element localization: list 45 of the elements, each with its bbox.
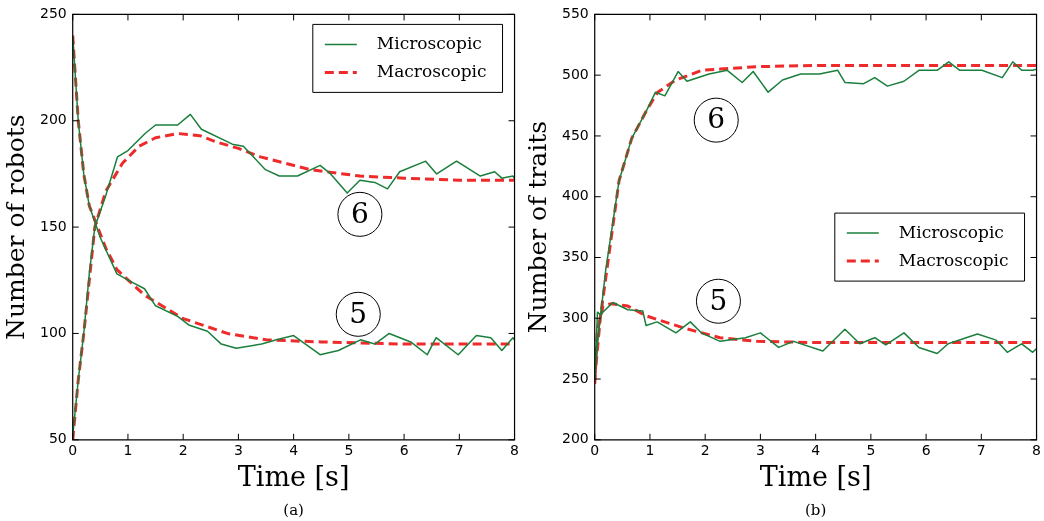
x-tick-label: 3 <box>233 441 243 458</box>
x-tick-label: 6 <box>921 441 931 458</box>
annotation: 6 <box>350 196 369 230</box>
x-tick-label: 8 <box>510 441 520 458</box>
x-tick-label: 8 <box>1032 441 1042 458</box>
x-tick-label: 7 <box>976 441 986 458</box>
text: (b) <box>804 501 827 520</box>
annotation: 6 <box>707 102 726 136</box>
x-tick-label: 0 <box>68 441 78 458</box>
x-tick-label: 7 <box>454 441 464 458</box>
y-tick-label: 450 <box>561 126 589 143</box>
x-tick-label: 6 <box>399 441 409 458</box>
y-axis-title: Number of robots <box>0 114 30 340</box>
x-axis-title: Time [s] <box>237 460 350 492</box>
x-tick-label: 2 <box>700 441 710 458</box>
y-tick-label: 50 <box>48 430 67 447</box>
x-tick-label: 5 <box>344 441 354 458</box>
y-tick-label: 300 <box>561 308 589 325</box>
y-tick-label: 350 <box>561 248 589 265</box>
x-tick-label: 4 <box>811 441 821 458</box>
text: (a) <box>283 501 304 520</box>
legend-label: Microscopic <box>898 221 1004 242</box>
legend-label: Macroscopic <box>376 60 487 81</box>
y-tick-label: 200 <box>561 430 589 447</box>
x-tick-label: 1 <box>123 441 133 458</box>
y-tick-label: 500 <box>561 65 589 82</box>
x-tick-label: 0 <box>590 441 600 458</box>
annotation: 5 <box>709 283 728 317</box>
x-tick-label: 2 <box>178 441 188 458</box>
x-axis-title: Time [s] <box>759 460 872 492</box>
x-tick-label: 4 <box>289 441 299 458</box>
y-tick-label: 100 <box>39 324 67 341</box>
y-axis-title: Number of traits <box>522 120 552 334</box>
legend-label: Microscopic <box>376 32 482 53</box>
x-tick-label: 3 <box>755 441 765 458</box>
legend-label: Macroscopic <box>898 249 1009 270</box>
y-tick-label: 400 <box>561 187 589 204</box>
y-tick-label: 200 <box>39 111 67 128</box>
x-tick-label: 5 <box>866 441 876 458</box>
y-tick-label: 250 <box>561 369 589 386</box>
x-tick-label: 1 <box>645 441 655 458</box>
y-tick-label: 250 <box>39 5 67 22</box>
y-tick-label: 150 <box>39 217 67 234</box>
annotation: 5 <box>349 296 368 330</box>
y-tick-label: 550 <box>561 5 589 22</box>
